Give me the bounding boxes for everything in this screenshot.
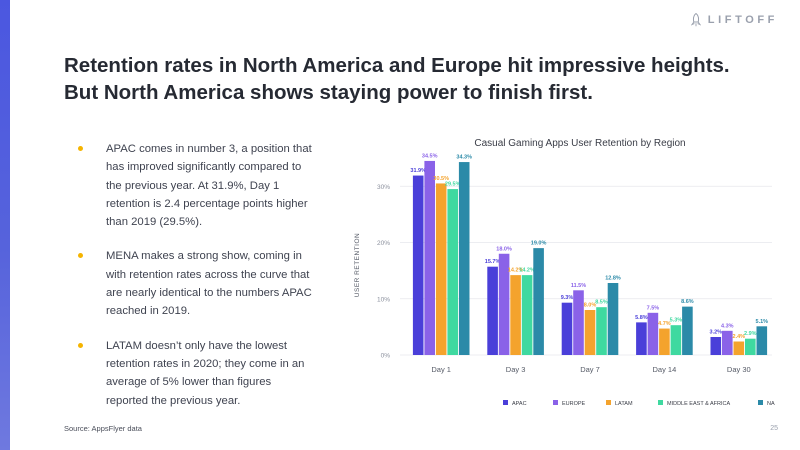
bar-europe-day-3 — [498, 253, 510, 355]
y-tick-label: 30% — [377, 184, 390, 191]
bar-europe-day-30 — [722, 330, 733, 355]
data-label: 34.3% — [456, 155, 472, 161]
bullet-item: LATAM doesn’t only have the lowest reten… — [76, 337, 316, 410]
data-label: 5.8% — [635, 315, 648, 321]
data-label: 14.2% — [519, 268, 535, 274]
y-tick-label: 20% — [377, 240, 390, 247]
chart-svg: Casual Gaming Apps User Retention by Reg… — [354, 138, 775, 407]
page-number: 25 — [770, 425, 778, 432]
bar-na-day-30 — [756, 326, 768, 355]
data-label: 18.0% — [496, 246, 512, 252]
bar-apac-day-7 — [561, 302, 573, 355]
bar-latam-day-14 — [659, 328, 670, 355]
data-label: 8.6% — [681, 299, 694, 305]
data-label: 5.3% — [670, 318, 683, 324]
legend-swatch — [503, 400, 508, 405]
data-label: 2.9% — [744, 331, 757, 337]
legend-label: NA — [767, 401, 775, 407]
bar-na-day-14 — [682, 306, 693, 355]
data-label: 4.7% — [658, 321, 671, 327]
data-label: 5.1% — [756, 319, 769, 325]
bar-apac-day-3 — [487, 266, 498, 355]
chart-title: Casual Gaming Apps User Retention by Reg… — [474, 138, 685, 149]
bar-apac-day-30 — [710, 337, 722, 355]
legend-swatch — [658, 400, 663, 405]
data-label: 19.0% — [531, 241, 547, 247]
data-label: 8.5% — [595, 300, 608, 306]
bar-na-day-3 — [533, 248, 544, 355]
legend-label: LATAM — [615, 401, 633, 407]
source-note: Source: AppsFlyer data — [64, 424, 142, 433]
bar-middle-east-africa-day-30 — [745, 338, 756, 355]
bar-middle-east-africa-day-3 — [521, 275, 533, 355]
legend-label: EUROPE — [562, 401, 586, 407]
headline-line-2: But North America shows staying power to… — [64, 81, 593, 104]
rocket-icon — [690, 13, 702, 27]
logo-text: LIFTOFF — [707, 14, 778, 26]
bar-latam-day-30 — [733, 341, 745, 355]
data-label: 2.4% — [733, 334, 746, 340]
legend-swatch — [758, 400, 763, 405]
bullet-text: LATAM doesn’t only have the lowest reten… — [106, 339, 305, 407]
data-label: 15.7% — [485, 259, 501, 265]
bullet-item: MENA makes a strong show, coming in with… — [76, 247, 316, 320]
bar-latam-day-1 — [435, 183, 447, 355]
x-tick-label: Day 7 — [580, 365, 600, 374]
x-tick-label: Day 3 — [506, 365, 526, 374]
data-label: 3.2% — [710, 330, 723, 336]
bar-apac-day-1 — [412, 175, 424, 355]
accent-bar — [0, 0, 10, 450]
retention-chart: Casual Gaming Apps User Retention by Reg… — [340, 130, 790, 420]
bar-europe-day-14 — [647, 312, 659, 355]
bar-middle-east-africa-day-7 — [596, 307, 607, 355]
bullet-list: APAC comes in number 3, a position that … — [76, 140, 316, 426]
bar-na-day-7 — [607, 283, 619, 355]
bar-middle-east-africa-day-14 — [670, 325, 682, 355]
bullet-item: APAC comes in number 3, a position that … — [76, 140, 316, 231]
data-label: 11.5% — [571, 283, 586, 289]
x-tick-label: Day 14 — [653, 365, 677, 374]
data-label: 14.2% — [508, 268, 524, 274]
bullet-text: MENA makes a strong show, coming in with… — [106, 250, 312, 318]
data-label: 7.5% — [647, 305, 660, 311]
bar-europe-day-1 — [424, 160, 435, 355]
data-label: 12.8% — [605, 276, 621, 282]
bullet-dot-icon — [78, 253, 83, 259]
data-label: 30.5% — [433, 176, 449, 182]
bar-europe-day-7 — [573, 290, 584, 355]
bar-latam-day-3 — [510, 275, 521, 355]
data-label: 8.0% — [584, 303, 597, 309]
bullet-dot-icon — [78, 146, 83, 151]
bar-na-day-1 — [458, 162, 470, 355]
y-tick-label: 0% — [381, 353, 391, 360]
data-label: 31.9% — [410, 168, 426, 174]
y-axis-label: USER RETENTION — [354, 233, 361, 297]
legend-swatch — [553, 400, 558, 405]
bar-middle-east-africa-day-1 — [447, 189, 458, 355]
legend-swatch — [606, 400, 611, 405]
x-tick-label: Day 1 — [431, 365, 451, 374]
data-label: 4.3% — [721, 323, 734, 329]
y-tick-label: 10% — [377, 296, 390, 303]
bar-latam-day-7 — [584, 310, 596, 355]
bullet-dot-icon — [78, 342, 83, 348]
legend-label: MIDDLE EAST & AFRICA — [667, 401, 730, 407]
bullet-text: APAC comes in number 3, a position that … — [106, 143, 312, 229]
page-title: Retention rates in North America and Eur… — [64, 52, 779, 106]
bar-apac-day-14 — [636, 322, 647, 355]
headline-line-1: Retention rates in North America and Eur… — [64, 54, 730, 77]
x-tick-label: Day 30 — [727, 365, 751, 374]
data-label: 29.5% — [445, 182, 461, 188]
brand-logo: LIFTOFF — [690, 13, 778, 27]
data-label: 34.5% — [422, 153, 438, 159]
legend-label: APAC — [512, 401, 527, 407]
data-label: 9.3% — [561, 295, 574, 301]
